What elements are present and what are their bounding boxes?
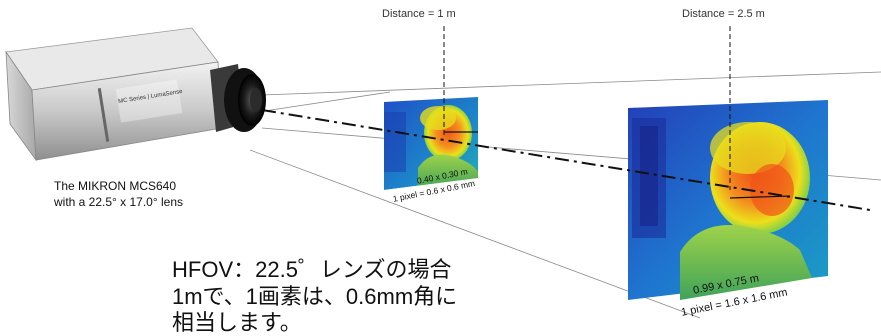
distance-markers [443,26,731,190]
distance-label-near: Distance = 1 m [382,8,456,20]
thermal-image-far [628,100,828,300]
note-line1: HFOV：22.5゜レンズの場合 [172,257,452,282]
camera-caption-line1: The MIKRON MCS640 [54,179,177,193]
optical-axis [261,109,871,211]
note-line2: 1mで、1画素は、0.6mm角に [172,284,458,309]
note-line3: 相当します。 [172,310,302,335]
distance-label-far: Distance = 2.5 m [682,8,765,20]
thermal-image-near [384,97,478,196]
camera-caption-line2: with a 22.5° x 17.0° lens [54,195,184,209]
thermal-camera-icon [5,27,266,162]
center-crosses [444,131,791,199]
